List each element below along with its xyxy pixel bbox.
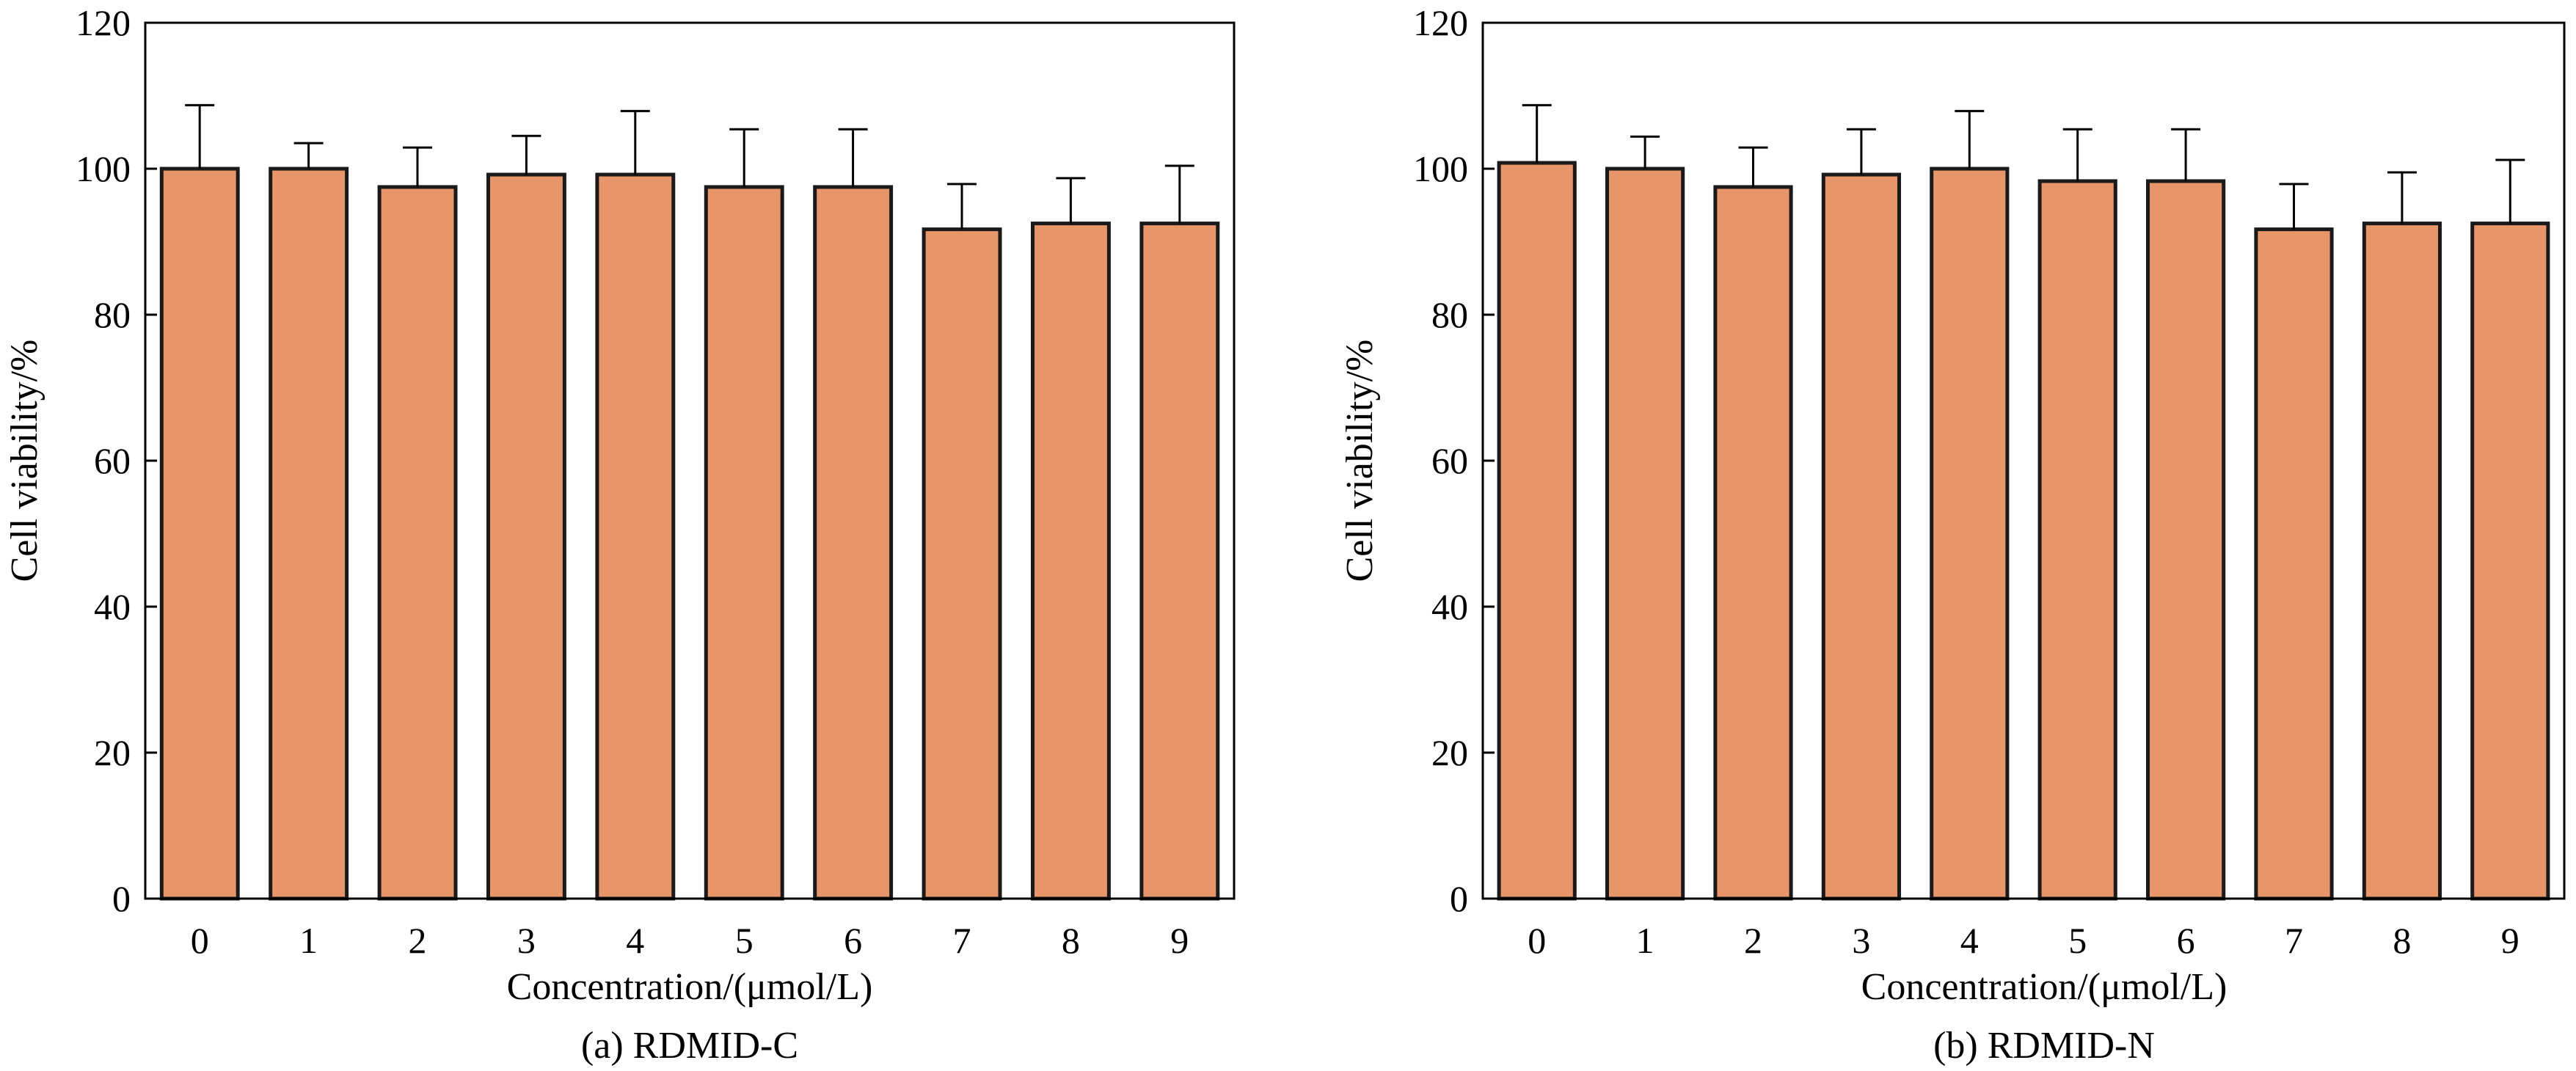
- x-tick-label-5-b: 5: [2068, 920, 2087, 961]
- x-tick-labels-b: 0 1 2 3 4 5 6 7 8 9: [1528, 920, 2520, 961]
- chart-panel-b: 0 20 40 60 80 100 120 0 1 2 3 4 5 6 7 8 9 Cell viabilit…: [1339, 2, 2566, 1067]
- error-bar-5-b: [2062, 128, 2092, 181]
- bar-1-b: [1605, 167, 1685, 901]
- error-bars-a: [185, 103, 1194, 230]
- bar-7-a: [922, 227, 1002, 901]
- chart-panel-a: 0 20 40 60 80 100 120 0 1 2 3 4 5 6 7 8 9 Cell viabilit…: [4, 2, 1236, 1067]
- x-tick-label-1-b: 1: [1636, 920, 1654, 961]
- bar-5-b: [2037, 179, 2117, 901]
- bar-3-b: [1821, 172, 1902, 901]
- y-tick-label-40-a: 40: [94, 586, 131, 627]
- error-bar-0-a: [185, 103, 215, 169]
- y-tick-label-0-a: 0: [112, 878, 131, 919]
- y-axis-title-a: Cell viability/%: [4, 340, 45, 582]
- x-tick-label-2-a: 2: [409, 920, 427, 961]
- y-ticks-b: 0 20 40 60 80 100 120: [1413, 2, 1495, 919]
- error-bar-1-b: [1630, 135, 1660, 169]
- error-bar-5-a: [729, 128, 759, 187]
- x-tick-label-4-a: 4: [626, 920, 644, 961]
- x-tick-label-9-b: 9: [2501, 920, 2520, 961]
- bar-4-b: [1930, 167, 2010, 901]
- error-bar-9-b: [2495, 158, 2525, 224]
- caption-a: (a) RDMID-C: [581, 1025, 798, 1067]
- bar-0-a: [159, 167, 240, 901]
- bars-b: [1497, 161, 2550, 901]
- x-tick-label-6-a: 6: [844, 920, 862, 961]
- x-axis-title-b: Concentration/(μmol/L): [1861, 966, 2227, 1008]
- y-tick-label-120-b: 120: [1413, 2, 1468, 43]
- x-tick-label-0-b: 0: [1528, 920, 1546, 961]
- caption-b: (b) RDMID-N: [1933, 1025, 2155, 1067]
- y-tick-label-80-a: 80: [94, 294, 131, 335]
- bar-6-b: [2146, 179, 2226, 901]
- x-tick-label-1-a: 1: [299, 920, 318, 961]
- bar-0-b: [1497, 161, 1577, 901]
- bar-2-b: [1713, 185, 1793, 901]
- error-bar-4-a: [620, 109, 650, 175]
- bar-7-b: [2254, 227, 2334, 901]
- x-tick-label-2-b: 2: [1744, 920, 1762, 961]
- error-bar-6-b: [2171, 128, 2201, 181]
- x-tick-labels-a: 0 1 2 3 4 5 6 7 8 9: [191, 920, 1189, 961]
- x-tick-label-8-b: 8: [2393, 920, 2411, 961]
- x-tick-label-7-b: 7: [2285, 920, 2303, 961]
- y-tick-label-60-b: 60: [1431, 440, 1468, 481]
- error-bars-b: [1522, 103, 2525, 230]
- x-tick-label-7-a: 7: [953, 920, 971, 961]
- bar-4-a: [595, 172, 676, 901]
- bars-a: [159, 167, 1220, 901]
- y-tick-label-20-a: 20: [94, 732, 131, 773]
- y-tick-label-60-a: 60: [94, 440, 131, 481]
- x-tick-label-5-a: 5: [735, 920, 754, 961]
- bar-8-b: [2362, 222, 2442, 901]
- x-tick-label-9-a: 9: [1170, 920, 1189, 961]
- bar-6-a: [813, 185, 894, 901]
- error-bar-7-a: [947, 183, 977, 230]
- error-bar-0-b: [1522, 103, 1552, 164]
- y-tick-label-100-b: 100: [1413, 148, 1468, 189]
- y-tick-label-120-a: 120: [76, 2, 131, 43]
- bar-8-a: [1031, 222, 1111, 901]
- x-axis-title-a: Concentration/(μmol/L): [507, 966, 873, 1008]
- error-bar-3-a: [511, 134, 541, 175]
- y-tick-label-100-a: 100: [76, 148, 131, 189]
- x-tick-label-4-b: 4: [1960, 920, 1979, 961]
- bar-1-a: [269, 167, 349, 901]
- bar-9-a: [1139, 222, 1220, 901]
- error-bar-8-b: [2387, 171, 2417, 224]
- bar-2-a: [377, 185, 458, 901]
- x-tick-label-3-b: 3: [1852, 920, 1870, 961]
- bar-9-b: [2470, 222, 2550, 901]
- y-axis-title-b: Cell viability/%: [1339, 340, 1381, 582]
- error-bar-9-a: [1164, 164, 1194, 224]
- error-bar-7-b: [2279, 183, 2309, 230]
- bar-5-a: [704, 185, 784, 901]
- bar-3-a: [486, 172, 566, 901]
- error-bar-3-b: [1846, 128, 1876, 175]
- y-tick-label-20-b: 20: [1431, 732, 1468, 773]
- x-tick-label-8-a: 8: [1062, 920, 1080, 961]
- error-bar-8-a: [1056, 177, 1086, 224]
- error-bar-6-a: [838, 128, 868, 187]
- x-tick-label-3-a: 3: [517, 920, 536, 961]
- y-tick-label-40-b: 40: [1431, 586, 1468, 627]
- error-bar-2-a: [403, 146, 432, 187]
- y-ticks-a: 0 20 40 60 80 100 120: [76, 2, 157, 919]
- x-tick-label-6-b: 6: [2177, 920, 2195, 961]
- error-bar-1-a: [293, 142, 324, 169]
- y-tick-label-80-b: 80: [1431, 294, 1468, 335]
- y-tick-label-0-b: 0: [1450, 878, 1468, 919]
- error-bar-2-b: [1738, 146, 1768, 187]
- x-tick-label-0-a: 0: [191, 920, 209, 961]
- error-bar-4-b: [1955, 109, 1985, 169]
